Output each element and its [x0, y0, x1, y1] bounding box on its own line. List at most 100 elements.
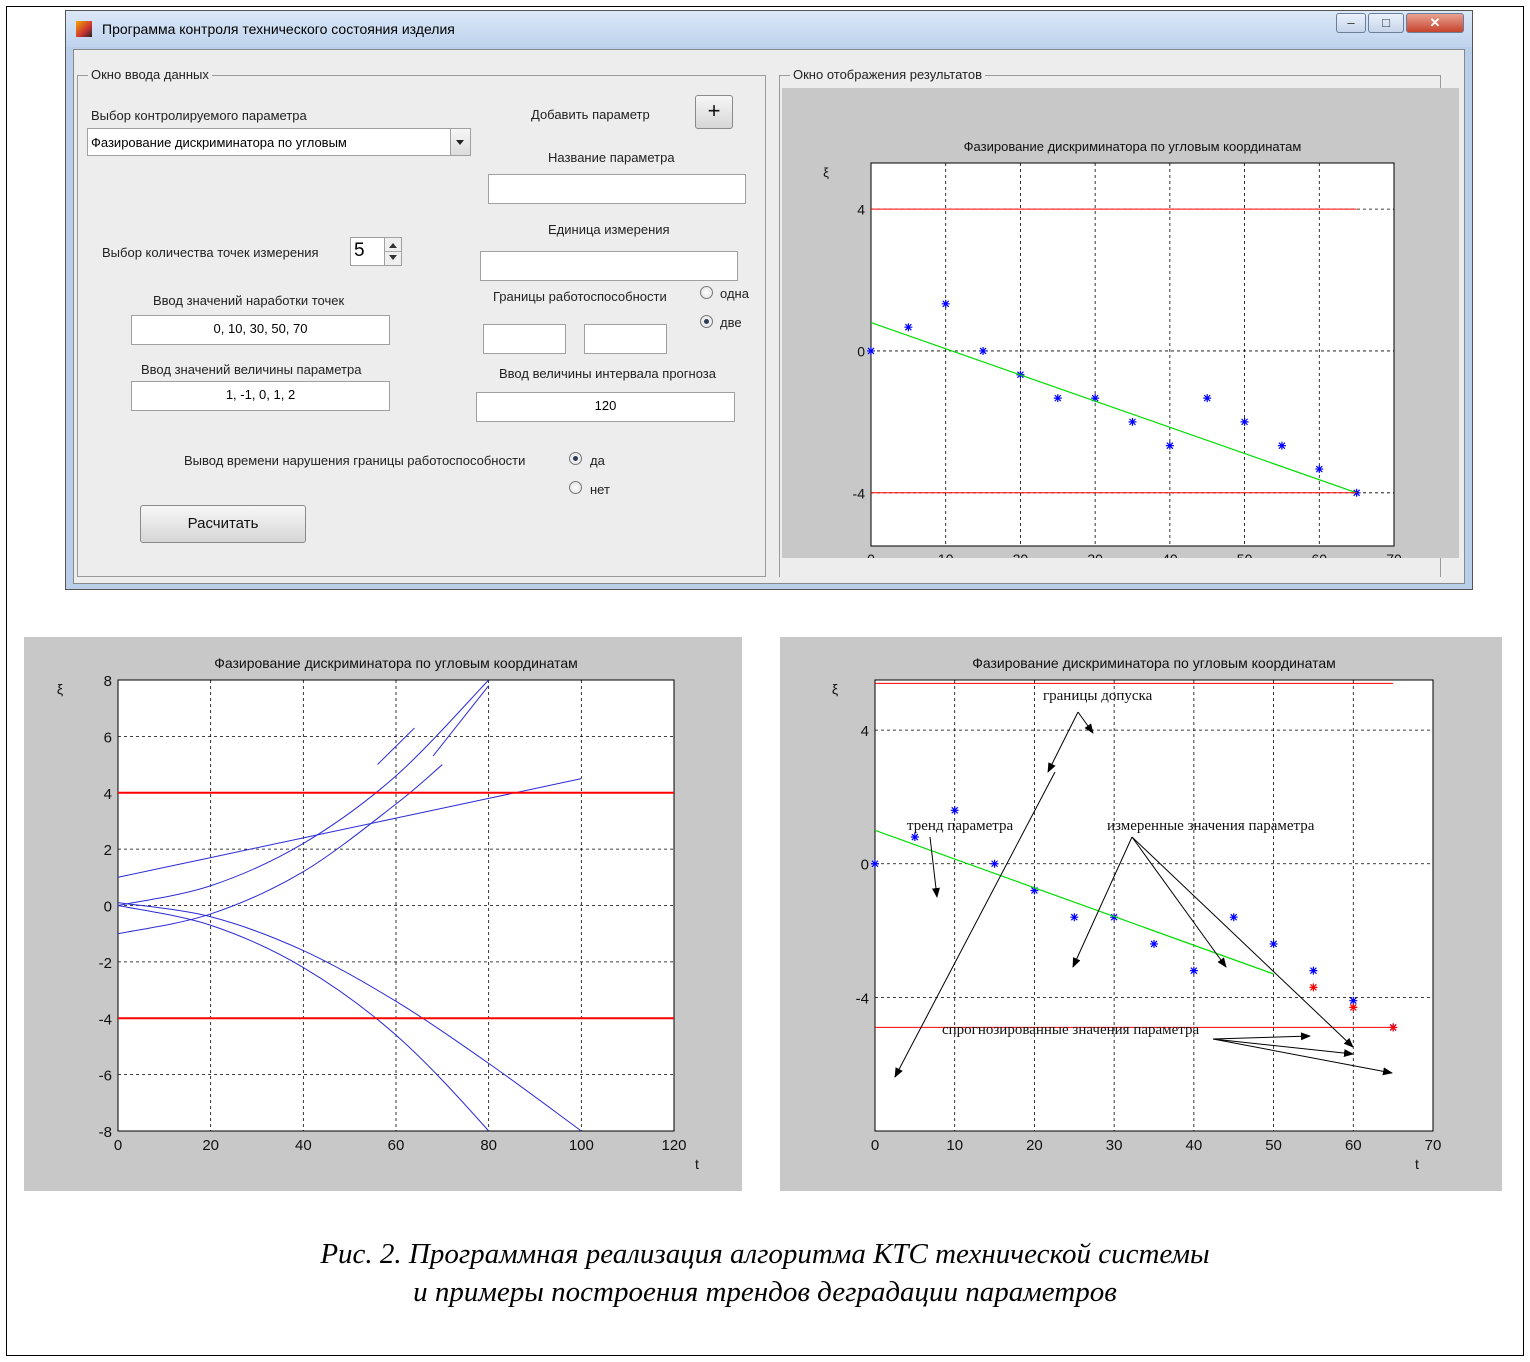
forecast-curve: [118, 764, 443, 935]
annotation-arrow: [1212, 1038, 1393, 1076]
x-tick-label: 100: [569, 1137, 594, 1154]
plot-axes-box: [874, 679, 1434, 1132]
measured-point: [871, 859, 879, 868]
y-axis-label: ξ: [832, 681, 838, 697]
y-tick-label: 8: [104, 673, 112, 690]
bounds-label: Границы работоспособности: [493, 289, 667, 304]
measured-point: [979, 346, 988, 355]
violation-label: Вывод времени нарушения границы работосп…: [184, 453, 526, 468]
y-tick-label: 4: [857, 202, 865, 218]
chart-title: Фазирование дискриминатора по угловым ко…: [964, 139, 1302, 154]
title-bar[interactable]: Программа контроля технического состояни…: [66, 11, 1472, 47]
window-client-area: Окно ввода данных Выбор контролируемого …: [73, 49, 1465, 585]
forecast-point: [1309, 983, 1318, 992]
x-axis-label: t: [695, 1156, 699, 1172]
y-tick-label: 4: [104, 786, 112, 803]
x-tick-label: 70: [1425, 1137, 1442, 1154]
x-tick-label: 30: [1106, 1137, 1123, 1154]
violation-yes-radio[interactable]: [569, 452, 582, 465]
annotation-arrow: [1212, 1038, 1354, 1058]
annotation-measured: измеренные значения параметра: [1107, 818, 1315, 834]
bound-value-1-field[interactable]: [483, 324, 566, 354]
annotation-tolerance-bounds: границы допуска: [1043, 688, 1153, 704]
measured-point: [1189, 966, 1198, 975]
calculate-button[interactable]: Расчитать: [140, 505, 306, 543]
param-select-label: Выбор контролируемого параметра: [91, 108, 307, 123]
measured-point: [1091, 394, 1100, 403]
x-tick-label: 0: [867, 551, 875, 558]
x-tick-label: 0: [114, 1137, 122, 1154]
forecast-curve: [118, 905, 490, 1131]
bound-one-radio[interactable]: [700, 286, 713, 299]
x-tick-label: 40: [1186, 1137, 1203, 1154]
chevron-down-icon[interactable]: [450, 129, 470, 155]
window-title: Программа контроля технического состояни…: [102, 21, 455, 37]
measured-point: [950, 806, 959, 815]
bound-two-label: две: [720, 315, 742, 330]
x-tick-label: 50: [1237, 551, 1253, 558]
annotation-arrow: [929, 836, 940, 898]
times-field[interactable]: 0, 10, 30, 50, 70: [131, 315, 390, 345]
y-tick-label: 0: [861, 857, 869, 874]
measured-point: [1110, 913, 1119, 922]
measured-point: [1277, 441, 1286, 450]
points-count-spinner[interactable]: 5: [350, 237, 402, 266]
annotated-trend-plot: Фазирование дискриминатора по угловым ко…: [780, 637, 1502, 1191]
close-button[interactable]: ✕: [1406, 13, 1464, 33]
maximize-button[interactable]: □: [1368, 13, 1404, 33]
annotated-trend-chart: Фазирование дискриминатора по угловым ко…: [832, 655, 1442, 1172]
bound-two-radio[interactable]: [700, 315, 713, 328]
x-tick-label: 20: [1026, 1137, 1043, 1154]
forecast-curve: [118, 902, 582, 1131]
input-panel-title: Окно ввода данных: [88, 67, 212, 82]
violation-yes-label: да: [590, 453, 605, 468]
y-tick-label: -2: [99, 955, 112, 972]
forecast-curve: [432, 685, 490, 757]
x-tick-label: 10: [938, 551, 954, 558]
x-tick-label: 50: [1265, 1137, 1282, 1154]
measured-point: [1309, 966, 1318, 975]
annotation-arrow: [1077, 711, 1094, 734]
values-field[interactable]: 1, -1, 0, 1, 2: [131, 381, 390, 411]
param-select-value: Фазирование дискриминатора по угловым: [91, 135, 347, 150]
measured-point: [990, 859, 999, 868]
forecast-point: [1349, 1003, 1358, 1012]
y-tick-label: 2: [104, 842, 112, 859]
forecast-point: [1389, 1023, 1398, 1032]
measured-point: [1315, 465, 1324, 474]
y-tick-label: -4: [853, 485, 866, 501]
chart-title: Фазирование дискриминатора по угловым ко…: [214, 655, 578, 671]
violation-no-label: нет: [590, 482, 610, 497]
minimize-button[interactable]: –: [1336, 13, 1366, 33]
param-select-dropdown[interactable]: Фазирование дискриминатора по угловым: [87, 128, 471, 156]
forecast-label: Ввод величины интервала прогноза: [499, 366, 716, 381]
points-count-value: 5: [354, 240, 365, 261]
measured-point: [1203, 394, 1212, 403]
violation-no-radio[interactable]: [569, 481, 582, 494]
measured-point: [867, 346, 875, 355]
bound-value-2-field[interactable]: [584, 324, 667, 354]
param-name-field[interactable]: [488, 174, 746, 204]
x-tick-label: 20: [202, 1137, 219, 1154]
y-tick-label: 6: [104, 729, 112, 746]
annotation-forecast: спрогнозированные значения параметра: [942, 1022, 1200, 1038]
measured-point: [1030, 886, 1039, 895]
forecast-curve: [118, 778, 582, 878]
measured-point: [1150, 939, 1158, 948]
unit-field[interactable]: [480, 251, 738, 281]
spinner-arrows-icon[interactable]: [384, 238, 401, 265]
matlab-logo-icon: [76, 21, 92, 37]
add-param-button[interactable]: +: [695, 95, 733, 129]
annotation-arrow: [1047, 711, 1079, 773]
trend-line: [874, 829, 1274, 975]
y-tick-label: -4: [856, 990, 869, 1007]
forecast-field[interactable]: 120: [476, 392, 735, 422]
input-panel: Окно ввода данных: [77, 67, 766, 577]
annotation-arrow: [894, 771, 1056, 1078]
y-axis-label: ξ: [823, 165, 829, 180]
plot-axes-box: [870, 162, 1395, 547]
y-tick-label: 0: [104, 899, 112, 916]
trend-line: [870, 322, 1357, 494]
y-tick-label: 0: [857, 343, 865, 359]
forecast-curve: [118, 680, 490, 906]
